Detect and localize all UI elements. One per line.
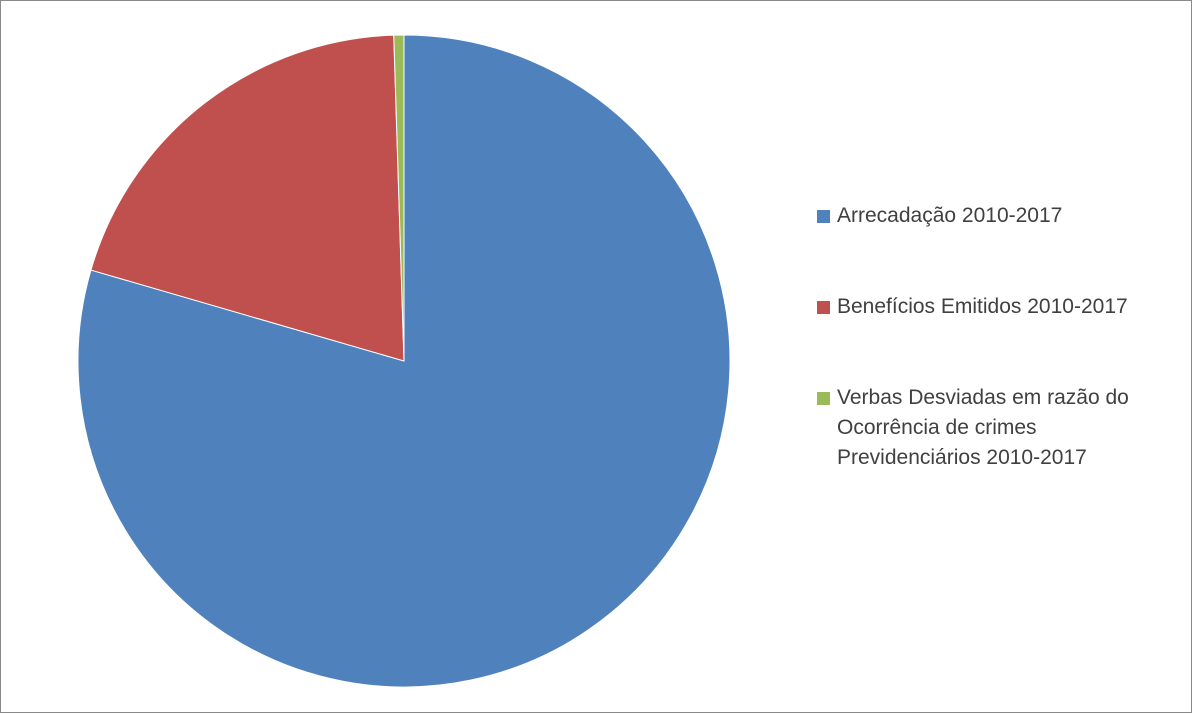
pie-chart bbox=[77, 34, 731, 688]
legend-item-beneficios: Benefícios Emitidos 2010-2017 bbox=[817, 292, 1177, 322]
legend-label: Benefícios Emitidos 2010-2017 bbox=[837, 295, 1128, 318]
legend-label-line-1: Verbas Desviadas em razão do bbox=[837, 386, 1129, 409]
legend-item-arrecadacao: Arrecadação 2010-2017 bbox=[817, 201, 1177, 231]
pie-slice-2 bbox=[393, 34, 405, 362]
legend-swatch bbox=[817, 210, 830, 223]
pie-slice-0 bbox=[77, 34, 731, 688]
legend-swatch bbox=[817, 301, 830, 314]
pie-slices bbox=[77, 34, 731, 688]
legend: Arrecadação 2010-2017 Benefícios Emitido… bbox=[817, 201, 1177, 534]
legend-label-line-3: Previdenciários 2010-2017 bbox=[837, 446, 1087, 469]
legend-swatch bbox=[817, 392, 830, 405]
pie-slice-1 bbox=[90, 34, 405, 362]
legend-item-verbas-desviadas: Verbas Desviadas em razão do Ocorrência … bbox=[817, 383, 1177, 473]
legend-label: Arrecadação 2010-2017 bbox=[837, 204, 1063, 227]
legend-label-line-2: Ocorrência de crimes bbox=[837, 416, 1037, 439]
